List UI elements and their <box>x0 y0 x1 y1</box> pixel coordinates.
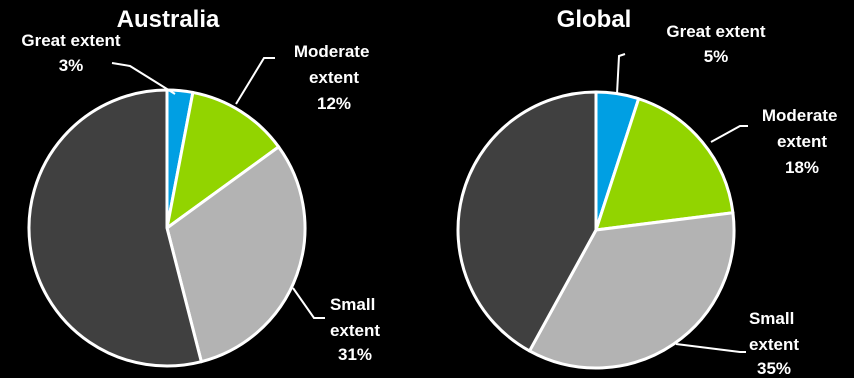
slice-label-moderate-extent-global: Moderate extent <box>762 106 842 151</box>
slice-label-small-extent-australia-line-1: Small <box>330 295 375 314</box>
slice-label-great-extent-australia: Great extent <box>21 31 121 50</box>
leader-lines-australia <box>111 57 325 319</box>
slice-labels-australia: Great extent 3% Moderate extent 12% Smal… <box>21 31 380 364</box>
slice-label-moderate-extent-australia: Moderate extent <box>294 42 374 87</box>
pie-global <box>456 90 736 370</box>
leader-line-great-extent-australia <box>111 62 176 95</box>
leader-line-great-extent-global <box>616 53 626 95</box>
slice-label-small-extent-global-line-2: extent <box>749 335 799 354</box>
slice-label-small-extent-australia-line-2: extent <box>330 321 380 340</box>
slice-label-moderate-extent-global-line-1: Moderate <box>762 106 838 125</box>
slice-label-moderate-extent-australia-line-2: extent <box>309 68 359 87</box>
pie-slice-small-extent-global <box>528 211 736 370</box>
slice-value-great-extent-global: 5% <box>704 47 729 66</box>
slice-value-great-extent-australia: 3% <box>59 56 84 75</box>
leader-line-moderate-extent-global <box>710 125 748 143</box>
slice-label-moderate-extent-global-line-2: extent <box>777 132 827 151</box>
chart-australia: Australia Great extent 3% Moderate exten… <box>21 6 380 368</box>
slice-label-small-extent-australia: Small extent <box>330 295 380 340</box>
pie-australia <box>27 88 307 368</box>
chart-title-australia: Australia <box>117 6 220 33</box>
slice-value-moderate-extent-global: 18% <box>785 158 819 177</box>
slice-value-moderate-extent-australia: 12% <box>317 94 351 113</box>
leader-line-small-extent-global <box>675 343 746 353</box>
leader-lines-global <box>616 53 748 353</box>
slice-value-small-extent-global: 35% <box>757 359 791 378</box>
slice-label-great-extent-global: Great extent <box>666 22 766 41</box>
leader-line-small-extent-australia <box>292 287 325 319</box>
chart-title-global: Global <box>557 6 632 33</box>
pie-slice-small-extent-australia <box>165 145 307 364</box>
pie-slice-remainder-global <box>456 90 598 353</box>
slice-labels-global: Great extent 5% Moderate extent 18% Smal… <box>666 22 842 378</box>
slice-value-small-extent-australia: 31% <box>338 345 372 364</box>
slice-label-small-extent-global-line-1: Small <box>749 309 794 328</box>
chart-global: Global Great extent 5% Moderate extent 1… <box>456 6 842 378</box>
pie-slice-remainder-australia <box>27 88 203 368</box>
slice-label-small-extent-global: Small extent <box>749 309 799 354</box>
slice-label-moderate-extent-australia-line-1: Moderate <box>294 42 370 61</box>
pie-slice-moderate-extent-australia <box>165 90 281 230</box>
leader-line-moderate-extent-australia <box>235 57 275 105</box>
pie-slice-moderate-extent-global <box>594 97 735 232</box>
